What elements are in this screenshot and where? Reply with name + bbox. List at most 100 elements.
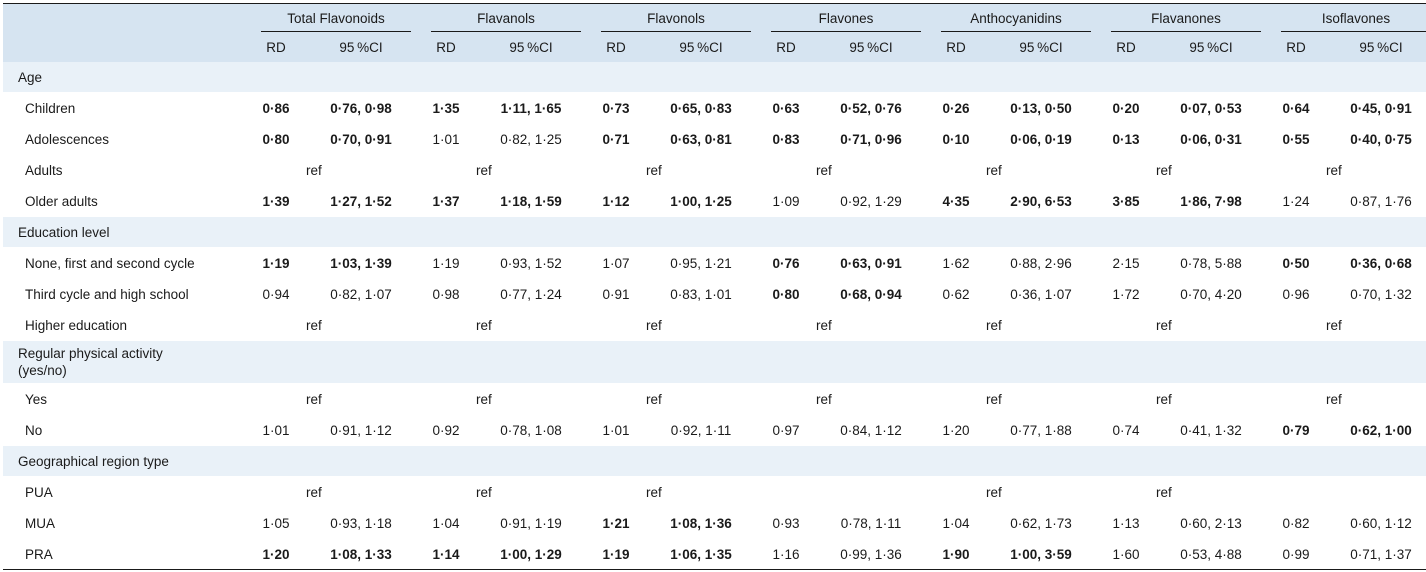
ci-cell: 0·78, 5·88 xyxy=(1151,247,1272,279)
ci-cell: 0·06, 0·19 xyxy=(981,123,1101,155)
ci-cell: 0·76, 0·98 xyxy=(301,92,421,124)
rd-cell xyxy=(761,476,811,508)
rd-cell: 1·72 xyxy=(1101,278,1151,310)
rd-cell: 0·64 xyxy=(1271,92,1322,124)
ci-cell: 0·41, 1·32 xyxy=(1151,414,1272,446)
rd-cell: 1·24 xyxy=(1271,185,1322,217)
rd-cell xyxy=(251,154,301,186)
rd-cell: 1·01 xyxy=(421,123,471,155)
ref-cell: ref xyxy=(1151,476,1272,508)
rd-cell xyxy=(761,154,811,186)
rd-cell: 1·19 xyxy=(591,538,641,570)
column-group-header: Flavanols xyxy=(421,3,591,32)
rd-cell: 1·13 xyxy=(1101,507,1151,539)
ci-cell: 0·82, 1·07 xyxy=(301,278,421,310)
rd-cell: 1·04 xyxy=(421,507,471,539)
rd-cell xyxy=(931,154,981,186)
rd-subheader: RD xyxy=(591,32,641,62)
ci-cell: 0·99, 1·36 xyxy=(811,538,931,570)
table-row: None, first and second cycle 1·19 1·03, 1·… xyxy=(3,247,1426,279)
ci-cell: 1·18, 1·59 xyxy=(471,185,591,217)
ci-cell: 1·08, 1·36 xyxy=(641,507,761,539)
ci-cell: 1·86, 7·98 xyxy=(1151,185,1272,217)
rd-cell: 0·20 xyxy=(1101,92,1151,124)
rd-cell xyxy=(421,309,471,341)
rd-cell: 0·97 xyxy=(761,414,811,446)
ci-cell: 0·45, 0·91 xyxy=(1321,92,1426,124)
ref-cell: ref xyxy=(1321,383,1426,415)
rd-subheader: RD xyxy=(931,32,981,62)
ci-cell: 0·93, 1·18 xyxy=(301,507,421,539)
header-corner xyxy=(3,3,251,32)
rd-cell: 1·90 xyxy=(931,538,981,570)
rd-cell xyxy=(251,476,301,508)
column-group-label: Flavanols xyxy=(477,10,535,26)
rd-cell xyxy=(1271,309,1322,341)
rd-cell: 0·26 xyxy=(931,92,981,124)
header-row-groups: Total Flavonoids Flavanols Flavonols Flavon… xyxy=(3,3,1426,32)
row-label: None, first and second cycle xyxy=(3,247,251,279)
ci-cell: 1·11, 1·65 xyxy=(471,92,591,124)
ci-cell: 0·77, 1·24 xyxy=(471,278,591,310)
rd-cell: 1·01 xyxy=(591,414,641,446)
ref-cell: ref xyxy=(981,476,1101,508)
rd-cell xyxy=(761,383,811,415)
ref-cell: ref xyxy=(1151,309,1272,341)
ci-cell: 0·60, 2·13 xyxy=(1151,507,1272,539)
ci-cell: 0·71, 1·37 xyxy=(1321,538,1426,570)
column-group-header: Flavones xyxy=(761,3,931,32)
rd-cell: 0·13 xyxy=(1101,123,1151,155)
ci-cell: 0·78, 1·08 xyxy=(471,414,591,446)
section-label-line: Regular physical activity xyxy=(18,346,163,361)
ref-cell: ref xyxy=(641,309,761,341)
rd-cell: 1·21 xyxy=(591,507,641,539)
section-label: Geographical region type xyxy=(3,445,1426,477)
column-group-label: Flavones xyxy=(818,10,874,26)
rd-cell xyxy=(591,476,641,508)
ref-cell: ref xyxy=(641,154,761,186)
ci-cell: 0·93, 1·52 xyxy=(471,247,591,279)
header-row-sub: RD 95 %CI RD 95 %CI RD 95 %CI RD 95 %CI RD 95 %CI… xyxy=(3,32,1426,62)
row-label: MUA xyxy=(3,507,251,539)
rd-cell xyxy=(421,154,471,186)
ci-cell: 0·92, 1·11 xyxy=(641,414,761,446)
rd-cell xyxy=(931,476,981,508)
ci-cell: 0·65, 0·83 xyxy=(641,92,761,124)
section-row: Regular physical activity (yes/no) xyxy=(3,340,1426,384)
ci-cell: 0·92, 1·29 xyxy=(811,185,931,217)
ref-cell: ref xyxy=(1321,154,1426,186)
ci-cell: 0·87, 1·76 xyxy=(1321,185,1426,217)
ci-subheader: 95 %CI xyxy=(471,32,591,62)
ci-cell: 0·13, 0·50 xyxy=(981,92,1101,124)
table-row: Adolescences 0·80 0·70, 0·91 1·01 0·82, 1·25… xyxy=(3,123,1426,155)
rd-cell xyxy=(931,383,981,415)
ci-cell: 0·84, 1·12 xyxy=(811,414,931,446)
rd-cell: 2·15 xyxy=(1101,247,1151,279)
ref-cell: ref xyxy=(471,154,591,186)
group-underline xyxy=(1111,31,1262,32)
ref-cell: ref xyxy=(301,383,421,415)
ci-cell: 1·00, 3·59 xyxy=(981,538,1101,570)
row-label: No xyxy=(3,414,251,446)
rd-cell xyxy=(591,383,641,415)
ci-cell: 0·91, 1·19 xyxy=(471,507,591,539)
rd-subheader: RD xyxy=(761,32,811,62)
rd-cell: 0·96 xyxy=(1271,278,1322,310)
section-label: Age xyxy=(3,62,1426,93)
ci-cell: 0·78, 1·11 xyxy=(811,507,931,539)
rd-cell: 1·19 xyxy=(421,247,471,279)
ref-cell: ref xyxy=(981,154,1101,186)
table-row: No 1·01 0·91, 1·12 0·92 0·78, 1·08 1·01 0·92, … xyxy=(3,414,1426,446)
ci-cell: 2·90, 6·53 xyxy=(981,185,1101,217)
section-label-line: (yes/no) xyxy=(18,363,67,378)
rd-cell xyxy=(1271,383,1322,415)
ref-cell: ref xyxy=(471,383,591,415)
rd-cell: 0·86 xyxy=(251,92,301,124)
section-label: Regular physical activity (yes/no) xyxy=(3,340,1426,384)
ref-cell: ref xyxy=(301,309,421,341)
column-group-label: Total Flavonoids xyxy=(287,10,385,26)
ref-cell: ref xyxy=(811,383,931,415)
ci-cell: 1·03, 1·39 xyxy=(301,247,421,279)
ci-cell: 0·70, 0·91 xyxy=(301,123,421,155)
